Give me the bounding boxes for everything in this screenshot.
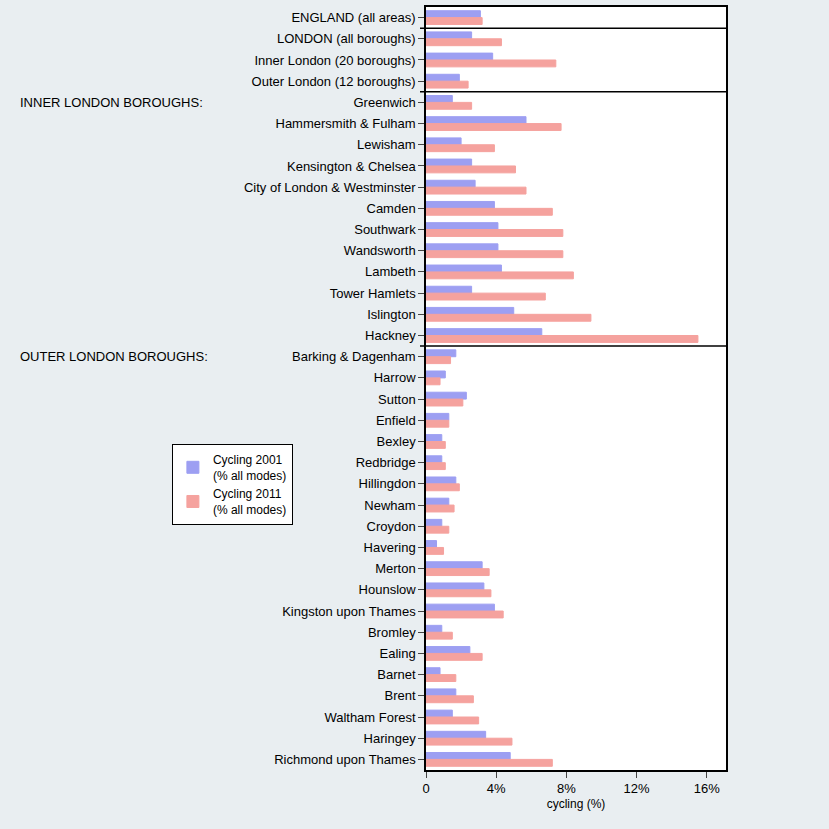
svg-text:Croydon: Croydon — [367, 519, 416, 534]
svg-text:Lewisham: Lewisham — [357, 137, 416, 152]
svg-text:Barnet: Barnet — [377, 667, 416, 682]
svg-text:OUTER LONDON BOROUGHS:: OUTER LONDON BOROUGHS: — [20, 349, 208, 364]
svg-text:Bexley: Bexley — [377, 434, 417, 449]
svg-text:Merton: Merton — [375, 561, 415, 576]
svg-text:Newham: Newham — [364, 498, 415, 513]
svg-text:4%: 4% — [487, 781, 506, 796]
svg-text:Waltham Forest: Waltham Forest — [324, 710, 416, 725]
svg-text:Brent: Brent — [385, 688, 416, 703]
svg-text:Barking & Dagenham: Barking & Dagenham — [292, 349, 416, 364]
svg-text:Hillingdon: Hillingdon — [359, 476, 416, 491]
svg-text:Haringey: Haringey — [364, 731, 417, 746]
svg-text:Hammersmith & Fulham: Hammersmith & Fulham — [276, 116, 416, 131]
svg-text:Lambeth: Lambeth — [365, 264, 416, 279]
svg-text:16%: 16% — [694, 781, 720, 796]
svg-text:Tower Hamlets: Tower Hamlets — [330, 286, 416, 301]
svg-text:Outer London (12 boroughs): Outer London (12 boroughs) — [252, 74, 416, 89]
svg-text:LONDON (all boroughs): LONDON (all boroughs) — [277, 31, 416, 46]
svg-text:Camden: Camden — [367, 201, 416, 216]
svg-text:Cycling 2001(% all modes): Cycling 2001(% all modes) — [213, 453, 286, 483]
svg-text:Havering: Havering — [364, 540, 416, 555]
svg-text:Inner London (20 boroughs): Inner London (20 boroughs) — [254, 53, 415, 68]
svg-text:ENGLAND (all areas): ENGLAND (all areas) — [291, 10, 415, 25]
svg-text:Greenwich: Greenwich — [354, 95, 416, 110]
svg-text:Hounslow: Hounslow — [359, 582, 417, 597]
svg-text:Kingston upon Thames: Kingston upon Thames — [282, 604, 416, 619]
svg-text:Hackney: Hackney — [365, 328, 416, 343]
svg-text:Bromley: Bromley — [368, 625, 416, 640]
svg-text:INNER LONDON BOROUGHS:: INNER LONDON BOROUGHS: — [20, 95, 203, 110]
svg-text:0: 0 — [422, 781, 429, 796]
svg-text:City of London & Westminster: City of London & Westminster — [244, 180, 416, 195]
svg-text:Richmond upon Thames: Richmond upon Thames — [274, 752, 416, 767]
svg-text:Wandsworth: Wandsworth — [344, 243, 416, 258]
svg-text:Redbridge: Redbridge — [356, 455, 416, 470]
svg-text:Islington: Islington — [367, 307, 415, 322]
svg-text:cycling (%): cycling (%) — [547, 797, 606, 811]
svg-text:Cycling 2011(% all modes): Cycling 2011(% all modes) — [213, 487, 286, 517]
svg-text:Enfield: Enfield — [376, 413, 416, 428]
svg-text:Southwark: Southwark — [354, 222, 416, 237]
svg-text:12%: 12% — [624, 781, 650, 796]
svg-text:Ealing: Ealing — [380, 646, 416, 661]
svg-text:Harrow: Harrow — [374, 370, 417, 385]
svg-text:Sutton: Sutton — [378, 392, 416, 407]
svg-text:Kensington & Chelsea: Kensington & Chelsea — [287, 159, 416, 174]
svg-text:8%: 8% — [557, 781, 576, 796]
